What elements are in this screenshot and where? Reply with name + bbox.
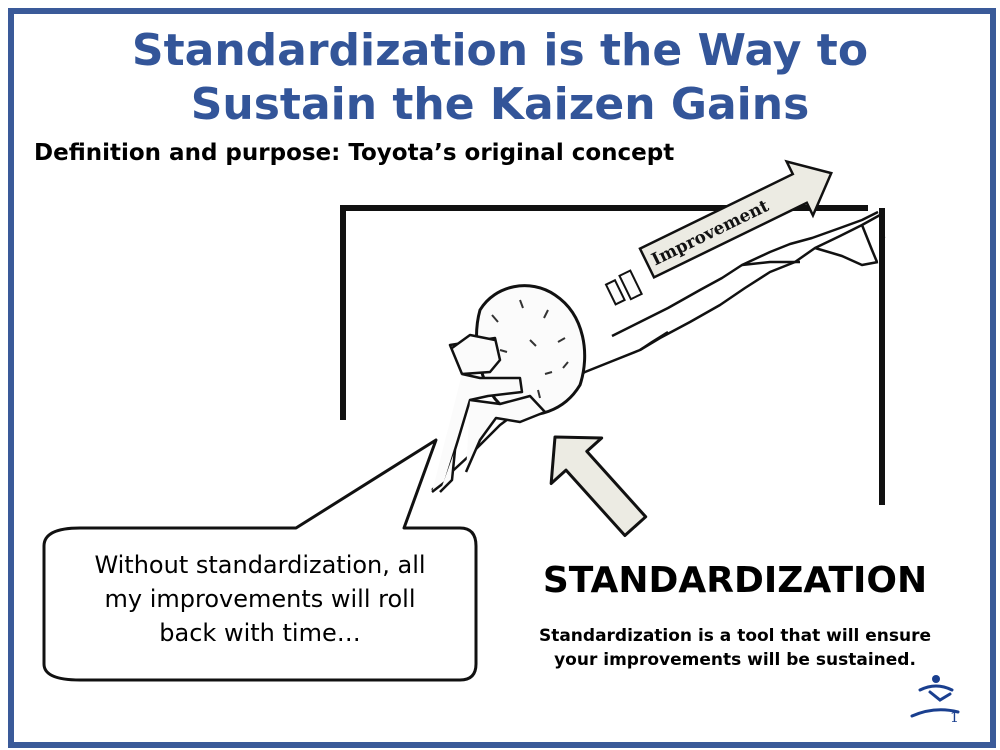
- title-line-1: Standardization is the Way to: [131, 25, 869, 76]
- slide-subtitle: Definition and purpose: Toyota’s origina…: [34, 140, 675, 166]
- standardization-desc-line-2: your improvements will be sustained.: [554, 650, 916, 670]
- standardization-wedge-arrow: [549, 435, 648, 538]
- slide-title: Standardization is the Way to Sustain th…: [0, 24, 1000, 132]
- speech-bubble-line-1: Without standardization, all: [94, 551, 426, 579]
- standardization-heading: STANDARDIZATION: [542, 560, 928, 601]
- speech-bubble-line-2: my improvements will roll: [104, 585, 416, 613]
- person-pushing-boulder-icon: [431, 333, 547, 493]
- speech-bubble: [42, 438, 478, 682]
- standardization-description: Standardization is a tool that will ensu…: [490, 624, 980, 672]
- frame-bracket: [340, 205, 868, 420]
- improvement-arrow: Improvement: [604, 159, 833, 306]
- running-figure-logo-icon: [910, 675, 960, 718]
- page-number: 1: [950, 710, 959, 726]
- standardization-desc-line-1: Standardization is a tool that will ensu…: [538, 626, 932, 646]
- title-line-2: Sustain the Kaizen Gains: [190, 79, 810, 130]
- speech-bubble-line-3: back with time…: [159, 619, 361, 647]
- speech-bubble-text: Without standardization, all my improvem…: [58, 548, 462, 650]
